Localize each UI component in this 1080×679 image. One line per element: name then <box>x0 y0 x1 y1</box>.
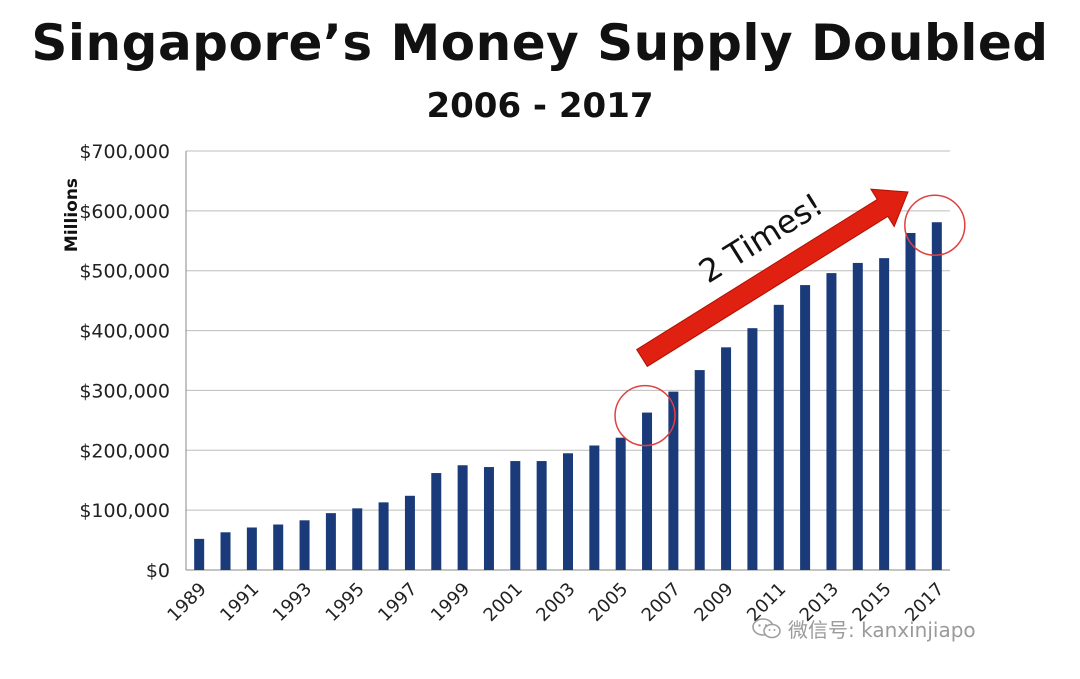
bar-2008 <box>694 370 705 570</box>
x-tick-label: 1995 <box>322 579 369 626</box>
bar-2014 <box>852 262 863 570</box>
bar-2013 <box>826 273 837 570</box>
growth-arrow <box>636 188 909 368</box>
x-tick-label: 1991 <box>216 579 263 626</box>
bar-2012 <box>800 285 811 570</box>
bar-1999 <box>457 465 468 570</box>
bar-2002 <box>536 461 547 570</box>
bar-1996 <box>378 502 389 570</box>
y-tick-label: $700,000 <box>79 141 170 163</box>
bar-1992 <box>273 524 284 570</box>
bar-1991 <box>246 527 257 570</box>
x-tick-label: 2007 <box>638 579 685 626</box>
y-tick-label: $400,000 <box>79 321 170 343</box>
bar-1993 <box>299 520 310 570</box>
y-tick-label: $200,000 <box>79 440 170 462</box>
bar-2016 <box>905 233 916 571</box>
x-tick-label: 2001 <box>480 579 527 626</box>
y-tick-label: $300,000 <box>79 380 170 402</box>
bar-1990 <box>220 532 231 570</box>
bar-2015 <box>879 258 890 570</box>
bar-2005 <box>615 437 626 570</box>
arrow-shape <box>636 188 909 368</box>
y-tick-label: $600,000 <box>79 201 170 223</box>
watermark-text: 微信号: kanxinjiapo <box>788 618 976 642</box>
bar-2006 <box>642 412 653 570</box>
bar-1998 <box>431 473 442 570</box>
bar-1994 <box>325 513 336 570</box>
highlight-circle-2017 <box>904 194 966 256</box>
chart-subtitle: 2006 - 2017 <box>426 86 654 126</box>
x-tick-label: 2009 <box>690 579 737 626</box>
x-tick-label: 1999 <box>427 579 474 626</box>
bar-2003 <box>563 453 573 570</box>
x-tick-label: 1989 <box>163 579 210 626</box>
bar-2007 <box>668 391 679 570</box>
bar-2011 <box>773 304 784 570</box>
bar-2010 <box>747 328 758 570</box>
x-tick-label: 2005 <box>585 579 632 626</box>
bar-2009 <box>721 347 732 570</box>
y-tick-label: $500,000 <box>79 261 170 283</box>
y-axis-ticks: $0 $100,000 $200,000 $300,000 $400,000 $500,0… <box>79 141 170 582</box>
watermark: 微信号: kanxinjiapo <box>752 614 976 643</box>
chart-title: Singapore’s Money Supply Doubled <box>31 14 1049 72</box>
bar-1989 <box>194 538 205 570</box>
x-tick-label: 2003 <box>532 579 579 626</box>
bar-2017 <box>931 222 942 571</box>
bar-2004 <box>589 445 600 570</box>
y-tick-label: $100,000 <box>79 500 170 522</box>
wechat-icon <box>752 617 782 640</box>
bars <box>194 222 942 571</box>
bar-1997 <box>404 495 415 570</box>
gridlines <box>185 150 950 571</box>
bar-2000 <box>483 467 494 570</box>
bar-2001 <box>510 461 521 570</box>
bar-1995 <box>352 508 363 570</box>
x-tick-label: 1993 <box>269 579 316 626</box>
highlight-circle-2006 <box>614 384 676 447</box>
x-tick-label: 1997 <box>374 579 421 626</box>
y-tick-label: $0 <box>146 560 170 582</box>
